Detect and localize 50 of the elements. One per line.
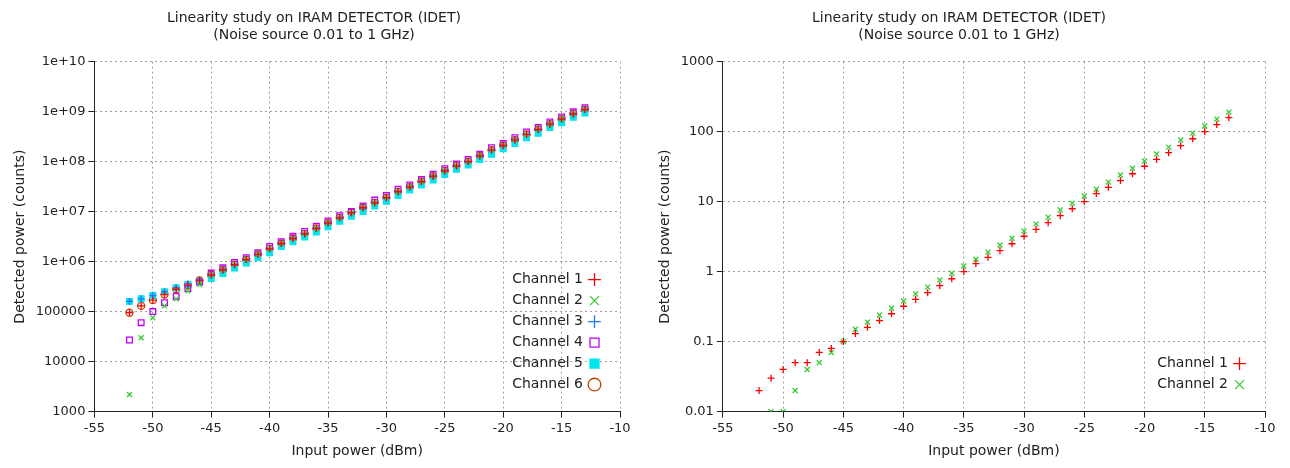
y-axis-title: Detected power (counts) [11,149,28,324]
x-tick-label: -45 [832,419,854,435]
x-tick-label: -20 [492,419,514,435]
chart-title: Linearity study on IRAM DETECTOR (IDET) [812,9,1106,26]
x-tick-label: -50 [142,419,164,435]
x-tick-label: -20 [1133,419,1156,435]
x-axis-title: Input power (dBm) [928,442,1060,459]
y-tick-label: 1e+06 [41,252,86,268]
x-tick-label: -30 [375,419,398,435]
x-tick-label: -25 [1073,419,1095,435]
x-tick-label: -10 [609,419,631,435]
x-tick-label: -35 [317,419,339,435]
y-tick-label: 1e+09 [41,102,86,118]
y-tick-label: 1e+10 [41,52,86,68]
x-tick-label: -10 [1254,419,1276,435]
chart-title: Linearity study on IRAM DETECTOR (IDET) [167,9,461,26]
chart-subtitle: (Noise source 0.01 to 1 GHz) [213,25,415,42]
x-tick-label: -45 [200,419,222,435]
x-tick-label: -30 [1013,419,1035,435]
x-tick-label: -40 [259,419,281,435]
y-tick-label: 1 [705,262,714,278]
legend-label: Channel 2 [1157,375,1228,392]
legend-label: Channel 6 [512,375,584,392]
x-tick-label: -40 [892,419,915,435]
legend-label: Channel 5 [512,354,583,371]
x-tick-label: -35 [953,419,975,435]
legend-label: Channel 1 [1157,354,1228,371]
y-tick-label: 100000 [35,302,86,318]
x-axis-title: Input power (dBm) [291,442,423,459]
chart-subtitle: (Noise source 0.01 to 1 GHz) [858,25,1060,42]
legend-label: Channel 1 [512,270,583,287]
y-tick-label: 1000 [52,402,86,418]
y-tick-label: 1e+07 [41,202,86,218]
y-tick-label: 0.01 [684,402,714,418]
legend-label: Channel 3 [512,312,583,329]
y-axis-title: Detected power (counts) [656,149,673,324]
x-tick-label: -50 [772,419,794,435]
x-tick-label: -15 [1194,419,1216,435]
x-tick-label: -55 [712,419,734,435]
y-tick-label: 0.1 [693,332,714,348]
x-tick-label: -55 [83,419,106,435]
x-tick-label: -15 [550,419,573,435]
legend-label: Channel 4 [512,333,584,350]
x-tick-label: -25 [434,419,456,435]
legend-label: Channel 2 [512,291,583,308]
y-tick-label: 1000 [680,52,714,68]
y-tick-label: 1e+08 [41,152,86,168]
y-tick-label: 10 [697,192,714,208]
y-tick-label: 10000 [44,352,86,368]
y-tick-label: 100 [689,122,714,138]
